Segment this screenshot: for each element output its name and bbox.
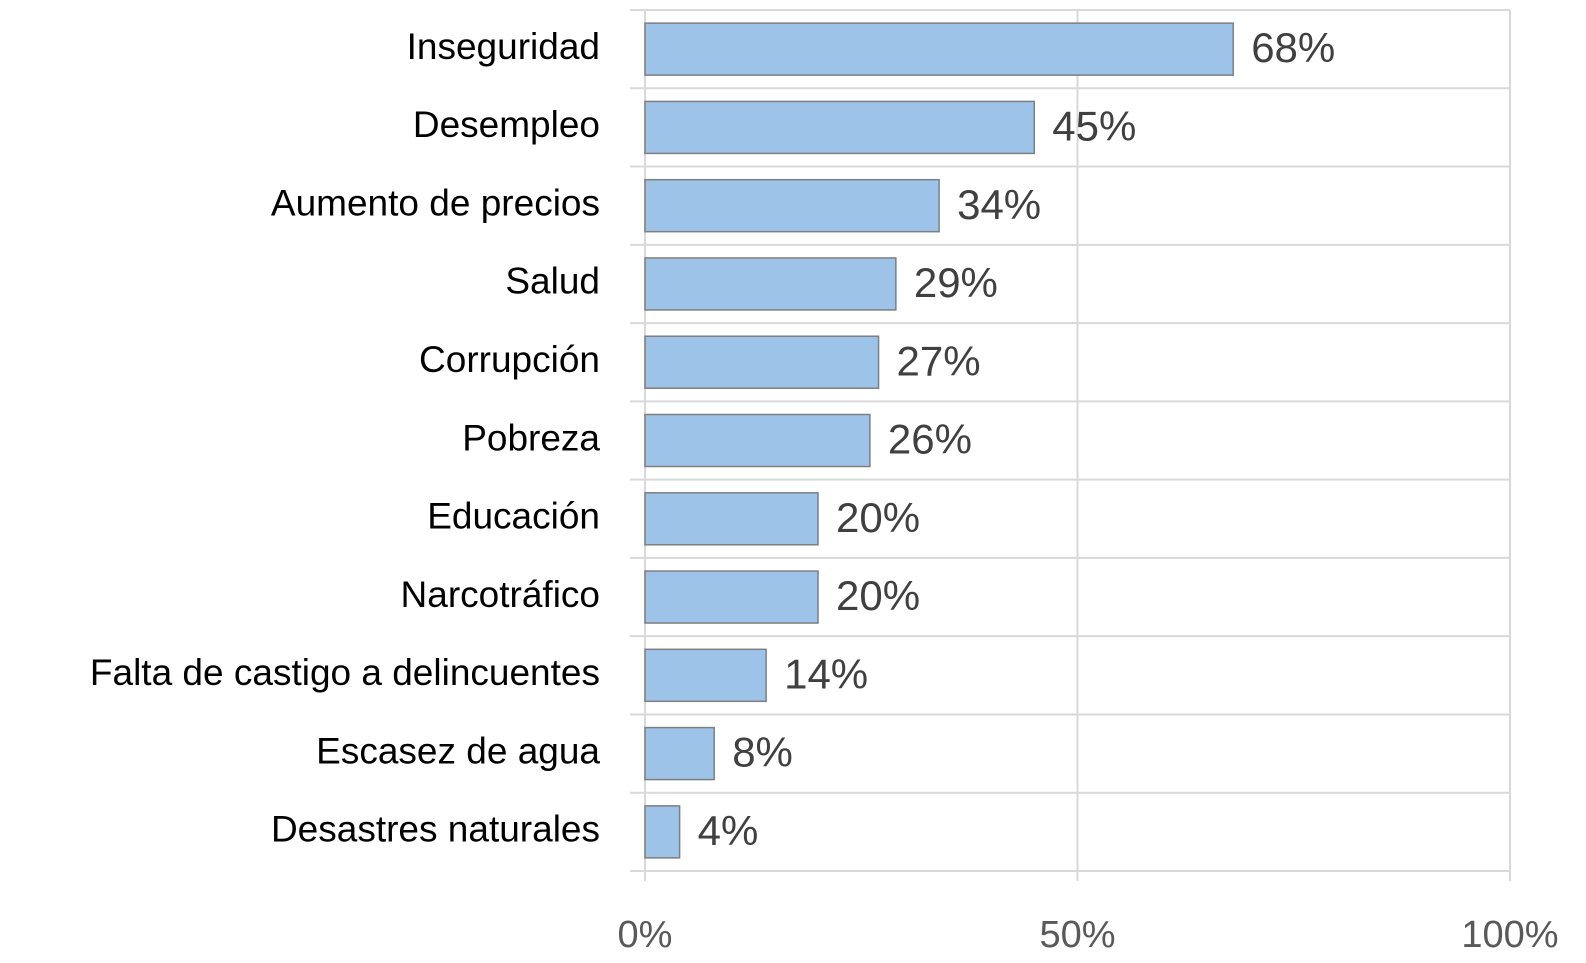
data-label: 29% [914,259,998,306]
x-tick-label: 100% [1461,914,1558,956]
bar [644,570,819,624]
bar [644,726,715,781]
data-label: 26% [888,416,972,463]
data-label: 45% [1052,103,1136,150]
data-label: 34% [957,181,1041,228]
category-label: Educación [427,496,600,537]
bar [644,335,880,389]
bar [644,257,897,311]
category-label: Aumento de precios [271,182,600,223]
x-tick-label: 0% [618,914,673,956]
category-label: Corrupción [419,339,600,380]
bar [644,178,940,233]
category-label: Inseguridad [407,26,600,67]
bar [644,648,767,703]
category-label: Narcotráfico [401,574,600,615]
data-label: 68% [1251,24,1335,71]
category-label: Escasez de agua [316,730,600,771]
bar [644,22,1234,76]
bar [644,805,681,859]
category-label: Pobreza [462,417,600,458]
data-label: 4% [698,807,759,854]
bar [644,492,819,546]
category-label: Salud [505,261,600,302]
data-label: 27% [897,337,981,384]
category-label: Falta de castigo a delincuentes [90,652,600,693]
data-label: 8% [732,729,793,776]
x-tick-label: 50% [1039,914,1115,956]
data-label: 14% [784,650,868,697]
data-label: 20% [836,572,920,619]
bar [644,100,1035,155]
bar [644,413,871,468]
data-label: 20% [836,494,920,541]
category-label: Desastres naturales [271,809,600,850]
category-label: Desempleo [413,104,600,145]
